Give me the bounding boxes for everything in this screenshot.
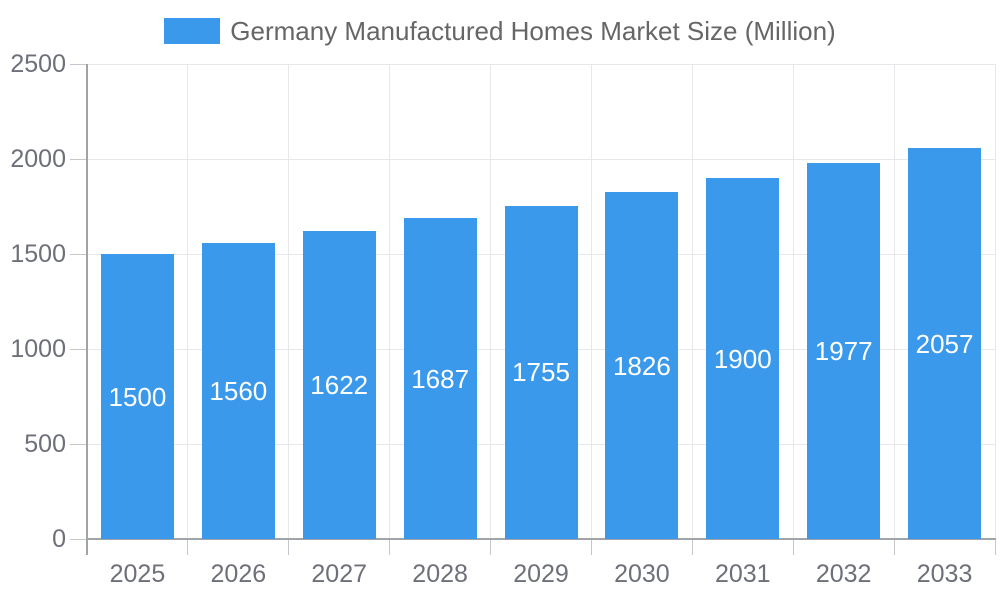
y-axis-label: 500 [24,430,66,458]
y-axis-tick [70,158,87,160]
x-axis-label: 2026 [210,560,267,588]
x-axis-tick [490,539,492,555]
y-axis-label: 0 [52,525,66,553]
bar[interactable]: 1560 [201,242,275,539]
bar-value-label: 1977 [814,336,873,367]
bar-value-label: 1900 [713,343,772,374]
y-axis-tick [70,63,87,65]
x-axis-label: 2033 [916,560,973,588]
bar[interactable]: 2057 [908,148,982,539]
x-axis-tick [893,539,895,555]
y-axis-label: 1000 [10,335,66,363]
bar[interactable]: 1755 [504,205,578,539]
x-axis-label: 2031 [714,560,771,588]
bar-value-label: 1500 [108,381,167,412]
bar[interactable]: 1977 [807,163,881,539]
x-axis-tick [389,539,391,555]
gridline-vertical [691,64,693,539]
bar[interactable]: 1900 [706,178,780,539]
gridline-vertical [288,64,290,539]
y-axis-label: 1500 [10,240,66,268]
x-axis-label: 2027 [311,560,368,588]
y-axis-label: 2000 [10,145,66,173]
legend[interactable]: Germany Manufactured Homes Market Size (… [0,17,1000,45]
x-axis-tick [994,539,996,555]
bar-value-label: 2057 [915,328,974,359]
gridline-horizontal [87,63,995,65]
legend-swatch [164,18,221,44]
x-axis-tick [792,539,794,555]
bar-value-label: 1826 [612,350,671,381]
y-axis-line [85,64,88,555]
x-axis-label: 2029 [513,560,569,588]
bar[interactable]: 1826 [605,192,679,539]
x-axis-tick [288,539,290,555]
y-axis-tick [70,443,87,445]
bar-value-label: 1687 [411,363,470,394]
x-axis-label: 2032 [815,560,872,588]
bar-value-label: 1755 [512,357,570,388]
x-axis-line [85,538,996,540]
gridline-vertical [389,64,391,539]
y-axis-label: 2500 [10,50,66,78]
bar[interactable]: 1622 [302,230,376,539]
gridline-vertical [187,64,189,539]
gridline-vertical [994,64,996,539]
bar-value-label: 1622 [310,369,369,400]
bar[interactable]: 1687 [403,218,477,539]
bar[interactable]: 1500 [100,254,174,539]
x-axis-label: 2030 [614,560,670,588]
y-axis-tick [70,348,87,350]
x-axis-label: 2025 [109,560,166,588]
x-axis-tick [187,539,189,555]
gridline-vertical [893,64,895,539]
gridline-vertical [792,64,794,539]
gridline-vertical [490,64,492,539]
gridline-horizontal [87,158,995,160]
x-axis-tick [590,539,592,555]
y-axis-tick [70,253,87,255]
x-axis-tick [691,539,693,555]
legend-label: Germany Manufactured Homes Market Size (… [230,16,836,46]
bar-value-label: 1560 [209,375,268,406]
y-axis-tick [70,538,87,540]
gridline-vertical [590,64,592,539]
x-axis-label: 2028 [412,560,468,588]
